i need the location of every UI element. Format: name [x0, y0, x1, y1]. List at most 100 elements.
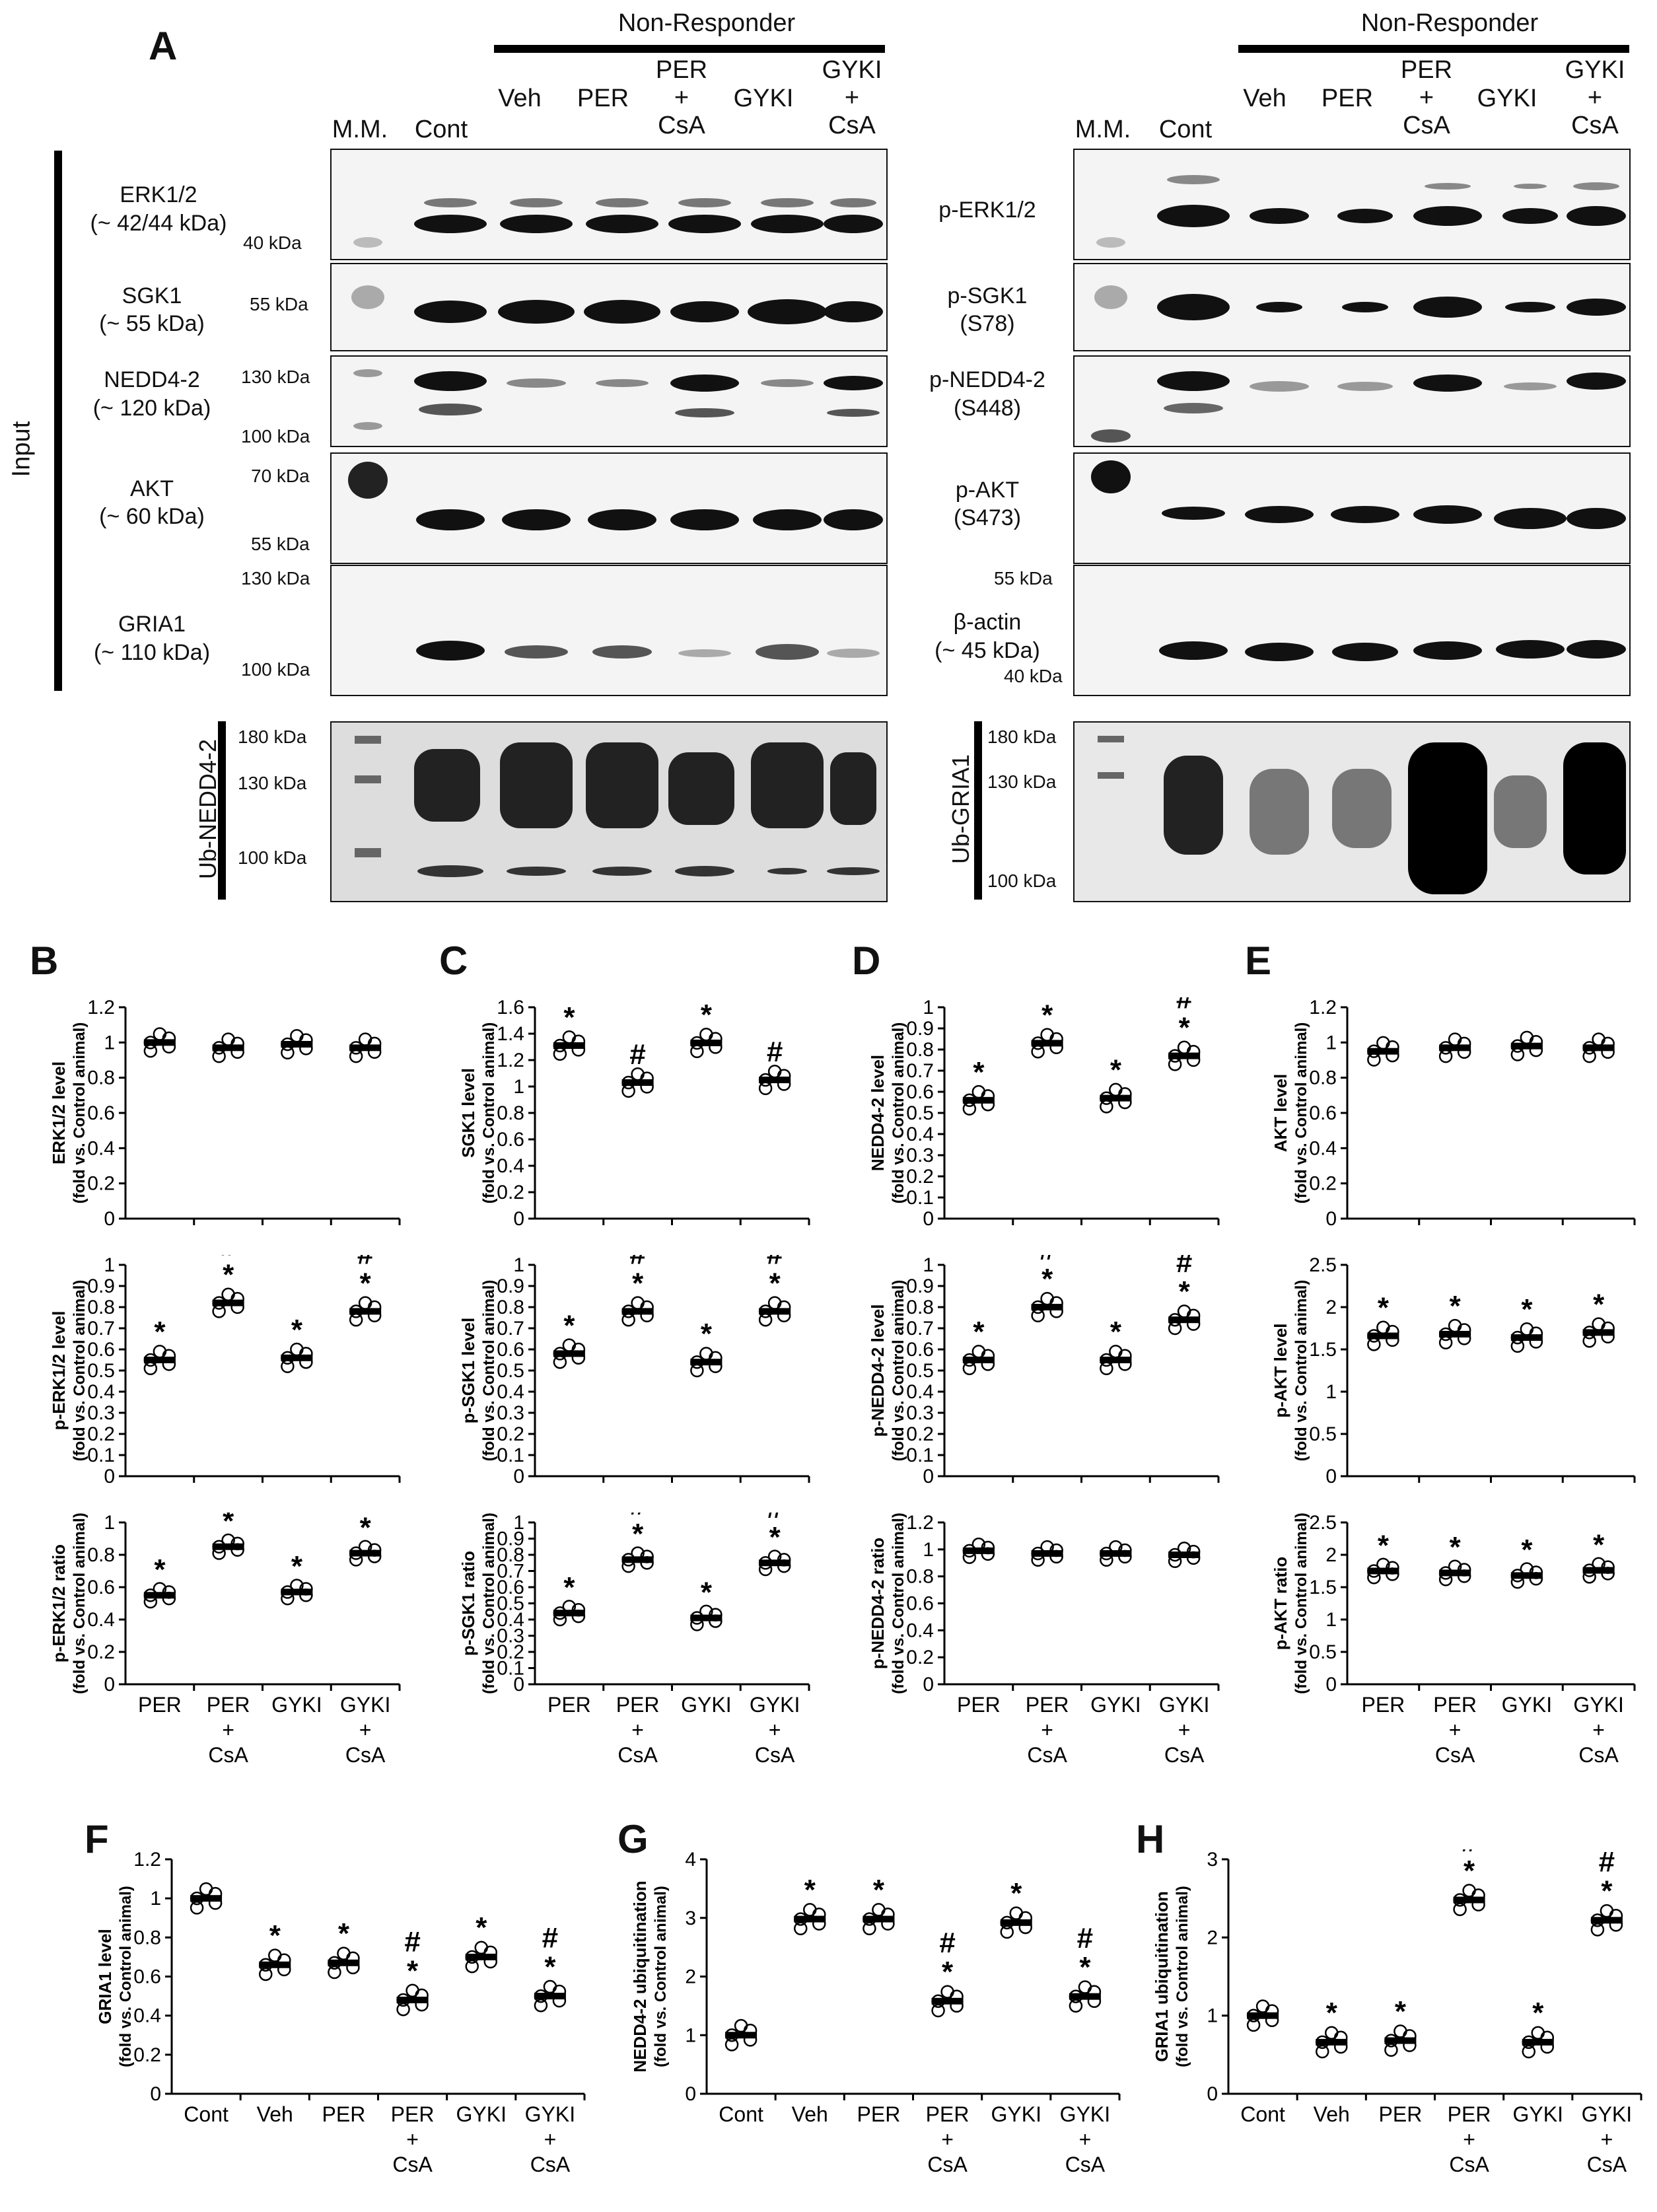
significance-star: * [1079, 1951, 1091, 1983]
y-tick-label: 0.8 [497, 1102, 524, 1124]
marker-actin-40: 40 kDa [1004, 666, 1063, 686]
marker-actin-55: 55 kDa [994, 568, 1053, 589]
x-tick-label: Cont [719, 2102, 763, 2126]
y-tick-label: 0.3 [906, 1402, 934, 1424]
label-ub-nedd4-2: Ub-NEDD4-2 [194, 738, 221, 880]
data-point [1531, 2026, 1545, 2040]
x-tick-label: + [631, 1718, 644, 1742]
blot-ub-gria1 [1073, 721, 1631, 902]
y-tick-label: 1.5 [1309, 1577, 1337, 1598]
data-point [1393, 2024, 1407, 2038]
data-point [268, 1948, 282, 1962]
x-tick-label: Veh [792, 2102, 828, 2126]
x-tick-label: PER [1448, 2102, 1491, 2126]
x-tick-label: + [1449, 1718, 1462, 1742]
x-tick-label: GYKI [1502, 1693, 1552, 1717]
y-tick-label: 0.8 [87, 1297, 115, 1318]
y-tick-label: 0.8 [497, 1297, 524, 1318]
mean-bar [690, 1040, 723, 1046]
y-tick-label: 1.2 [906, 1513, 934, 1534]
mean-bar [1510, 1334, 1543, 1341]
data-point [199, 1882, 213, 1896]
significance-hash: # [629, 1255, 645, 1270]
significance-star: * [563, 1309, 575, 1341]
y-axis-label: GRIA1 level [95, 1929, 115, 2024]
chart-d-pnedd4-level: 00.10.20.30.40.50.60.70.80.91 p-NEDD4-2 l… [868, 1255, 1220, 1487]
x-tick-label: CsA [927, 2153, 968, 2176]
y-tick-label: 1 [923, 1255, 934, 1276]
label-p-nedd4-2: p-NEDD4-2 [929, 367, 1045, 392]
panel-label-g: G [617, 1817, 649, 1861]
y-tick-label: 1 [513, 1255, 524, 1276]
significance-star: * [873, 1874, 885, 1906]
y-tick-label: 0.6 [497, 1577, 524, 1598]
data-point [863, 1921, 876, 1935]
x-tick-label: PER [1379, 2102, 1423, 2126]
mean-bar [1582, 1567, 1615, 1574]
y-tick-label: 0.9 [906, 1018, 934, 1040]
panel-label-a: A [149, 24, 178, 68]
y-axis-label-sub: (fold vs. Control animal) [480, 1280, 498, 1462]
y-tick-label: 0.2 [906, 1647, 934, 1668]
x-tick-label: GYKI [1060, 2102, 1110, 2126]
y-tick-label: 0.7 [497, 1318, 524, 1339]
significance-star: * [973, 1316, 985, 1348]
significance-hash: # [1176, 997, 1192, 1015]
y-tick-label: 0.7 [906, 1060, 934, 1082]
mean-bar [1000, 1919, 1032, 1926]
x-tick-label: CsA [1065, 2153, 1106, 2176]
chart-h-gria1-ubiquitination: 0 1 2 3 GRIA1 ubiquitination (fold vs. Contro… [1152, 1849, 1642, 2176]
label-nedd4-2-sub: (~ 120 kDa) [92, 396, 211, 421]
mean-bar [621, 1308, 654, 1315]
x-tick-label: CsA [1027, 1743, 1067, 1767]
panel-label-d: D [852, 939, 881, 983]
marker-ubn-130: 130 kDa [238, 773, 307, 793]
significance-star: * [701, 999, 713, 1031]
mean-bar [690, 1359, 723, 1366]
y-tick-label: 0.2 [133, 2044, 161, 2066]
left-lane-mm: M.M. [332, 116, 388, 143]
significance-star: * [476, 1911, 487, 1944]
significance-star: * [1601, 1875, 1613, 1908]
data-point [803, 1903, 817, 1917]
y-tick-label: 0 [923, 1466, 934, 1487]
panel-label-e: E [1245, 939, 1272, 983]
y-tick-label: 0.9 [497, 1275, 524, 1297]
x-tick-label: + [544, 2127, 557, 2151]
y-tick-label: 1 [104, 1032, 115, 1053]
blot-akt [330, 452, 888, 564]
y-tick-label: 0.2 [87, 1641, 115, 1663]
significance-hash: # [1039, 997, 1055, 1002]
y-tick-label: 1 [150, 1888, 161, 1909]
significance-star: * [1326, 1997, 1338, 2029]
mean-bar [349, 1550, 382, 1557]
significance-hash: # [767, 1036, 783, 1068]
significance-star: * [154, 1316, 166, 1348]
y-tick-label: 0.7 [906, 1318, 934, 1339]
x-tick-label: GYKI [1159, 1693, 1209, 1717]
data-point [405, 1983, 419, 1998]
y-tick-label: 0.6 [87, 1102, 115, 1124]
mean-bar [962, 1357, 995, 1363]
mean-bar [690, 1614, 723, 1622]
right-lane-veh: Veh [1243, 85, 1287, 112]
chart-e-pakt-ratio: 0 0.5 1 1.5 2 2.5 p-AKT ratio (fold vs. Control… [1271, 1513, 1636, 1767]
label-p-sgk1-sub: (S78) [960, 311, 1015, 336]
significance-star: * [1378, 1292, 1390, 1324]
y-axis-label: AKT level [1271, 1074, 1290, 1153]
x-tick-label: GYKI [271, 1693, 322, 1717]
y-tick-label: 0.3 [87, 1402, 115, 1424]
data-point [465, 1959, 479, 1974]
label-gria1: GRIA1 [118, 612, 186, 637]
data-point [190, 1901, 204, 1915]
significance-star: * [804, 1874, 816, 1906]
y-tick-label: 0.2 [497, 1641, 524, 1663]
data-point [1522, 2044, 1535, 2059]
significance-star: * [632, 1267, 644, 1299]
mean-bar [759, 1559, 791, 1567]
data-point [1600, 1904, 1614, 1918]
y-tick-label: 0.4 [906, 1381, 934, 1403]
mean-bar [1168, 1316, 1201, 1324]
y-tick-label: 2.5 [1309, 1255, 1337, 1276]
chart-g-nedd4-ubiquitination: 0 1 2 3 4 NEDD4-2 ubiquitination (fold vs. Con… [630, 1849, 1121, 2176]
